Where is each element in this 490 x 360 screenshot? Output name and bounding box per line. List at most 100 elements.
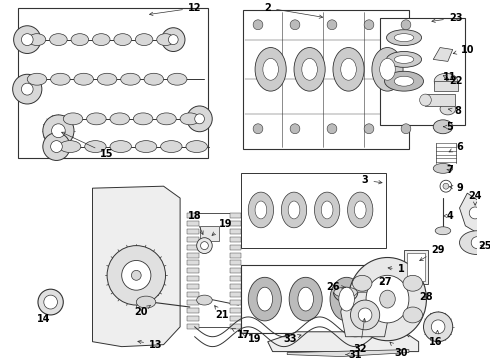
Ellipse shape — [403, 307, 422, 323]
Bar — [230, 237, 242, 242]
Ellipse shape — [71, 34, 89, 46]
Text: 20: 20 — [134, 305, 151, 317]
Ellipse shape — [460, 231, 490, 255]
Ellipse shape — [63, 113, 83, 125]
Ellipse shape — [380, 58, 395, 80]
Ellipse shape — [122, 261, 151, 290]
Ellipse shape — [43, 133, 70, 161]
Text: 13: 13 — [138, 339, 163, 350]
Ellipse shape — [93, 34, 110, 46]
Ellipse shape — [38, 289, 63, 315]
Polygon shape — [341, 292, 390, 337]
Ellipse shape — [168, 73, 187, 85]
Ellipse shape — [50, 73, 70, 85]
Bar — [230, 253, 242, 257]
Ellipse shape — [121, 73, 140, 85]
Ellipse shape — [289, 277, 322, 321]
Ellipse shape — [22, 83, 33, 95]
Polygon shape — [268, 332, 418, 352]
Bar — [187, 276, 198, 281]
Bar — [230, 324, 242, 329]
Bar — [230, 276, 242, 281]
Bar — [230, 284, 242, 289]
Text: 28: 28 — [419, 292, 433, 302]
Ellipse shape — [327, 124, 337, 134]
Bar — [230, 269, 242, 273]
Bar — [404, 249, 428, 284]
Ellipse shape — [372, 48, 403, 91]
Bar — [230, 300, 242, 305]
Ellipse shape — [288, 201, 300, 219]
Ellipse shape — [195, 114, 204, 124]
Ellipse shape — [431, 320, 445, 334]
Ellipse shape — [339, 287, 354, 311]
Text: 19: 19 — [212, 219, 233, 235]
Bar — [187, 308, 198, 313]
Text: 12: 12 — [149, 3, 201, 15]
Text: 33: 33 — [283, 334, 301, 344]
Ellipse shape — [298, 287, 314, 311]
Bar — [187, 316, 198, 321]
Ellipse shape — [157, 34, 174, 46]
Ellipse shape — [196, 238, 212, 253]
Ellipse shape — [110, 141, 131, 153]
Bar — [187, 292, 198, 297]
Ellipse shape — [169, 35, 178, 45]
Ellipse shape — [369, 284, 391, 294]
Ellipse shape — [469, 207, 481, 219]
Polygon shape — [287, 350, 409, 356]
Ellipse shape — [401, 20, 411, 30]
Ellipse shape — [114, 34, 131, 46]
Ellipse shape — [161, 141, 182, 153]
Bar — [187, 269, 198, 273]
Ellipse shape — [255, 201, 267, 219]
Text: 22: 22 — [443, 76, 463, 86]
Ellipse shape — [255, 48, 286, 91]
Ellipse shape — [74, 73, 94, 85]
Ellipse shape — [110, 113, 129, 125]
Text: 21: 21 — [215, 306, 229, 320]
Ellipse shape — [50, 141, 62, 153]
Bar — [187, 245, 198, 249]
Ellipse shape — [43, 115, 74, 147]
Ellipse shape — [419, 94, 431, 106]
Ellipse shape — [440, 180, 452, 192]
Text: 17: 17 — [231, 328, 250, 340]
Text: 30: 30 — [390, 342, 408, 357]
Ellipse shape — [290, 124, 300, 134]
Ellipse shape — [44, 295, 57, 309]
Ellipse shape — [51, 124, 65, 138]
Bar — [380, 18, 466, 125]
Ellipse shape — [352, 307, 372, 323]
Bar — [187, 221, 198, 226]
Text: 18: 18 — [188, 211, 203, 234]
Ellipse shape — [59, 141, 81, 153]
Text: 14: 14 — [37, 314, 50, 324]
Bar — [187, 213, 198, 218]
Text: 16: 16 — [429, 330, 443, 347]
Bar — [187, 237, 198, 242]
Ellipse shape — [248, 277, 281, 321]
Ellipse shape — [403, 275, 422, 291]
Text: 29: 29 — [420, 244, 445, 261]
Ellipse shape — [387, 51, 421, 67]
Ellipse shape — [435, 227, 451, 235]
Ellipse shape — [253, 20, 263, 30]
Ellipse shape — [443, 183, 449, 189]
Text: 25: 25 — [478, 240, 490, 251]
Ellipse shape — [14, 26, 41, 54]
Bar — [187, 253, 198, 257]
Ellipse shape — [27, 73, 47, 85]
Ellipse shape — [364, 20, 374, 30]
Text: 11: 11 — [443, 72, 457, 82]
Polygon shape — [93, 186, 180, 347]
Ellipse shape — [364, 124, 374, 134]
Bar — [407, 253, 425, 281]
Ellipse shape — [471, 237, 483, 249]
Ellipse shape — [180, 113, 199, 125]
Ellipse shape — [401, 124, 411, 134]
Bar — [187, 229, 198, 234]
Ellipse shape — [330, 277, 363, 321]
Ellipse shape — [347, 192, 373, 228]
Text: 15: 15 — [62, 132, 114, 158]
